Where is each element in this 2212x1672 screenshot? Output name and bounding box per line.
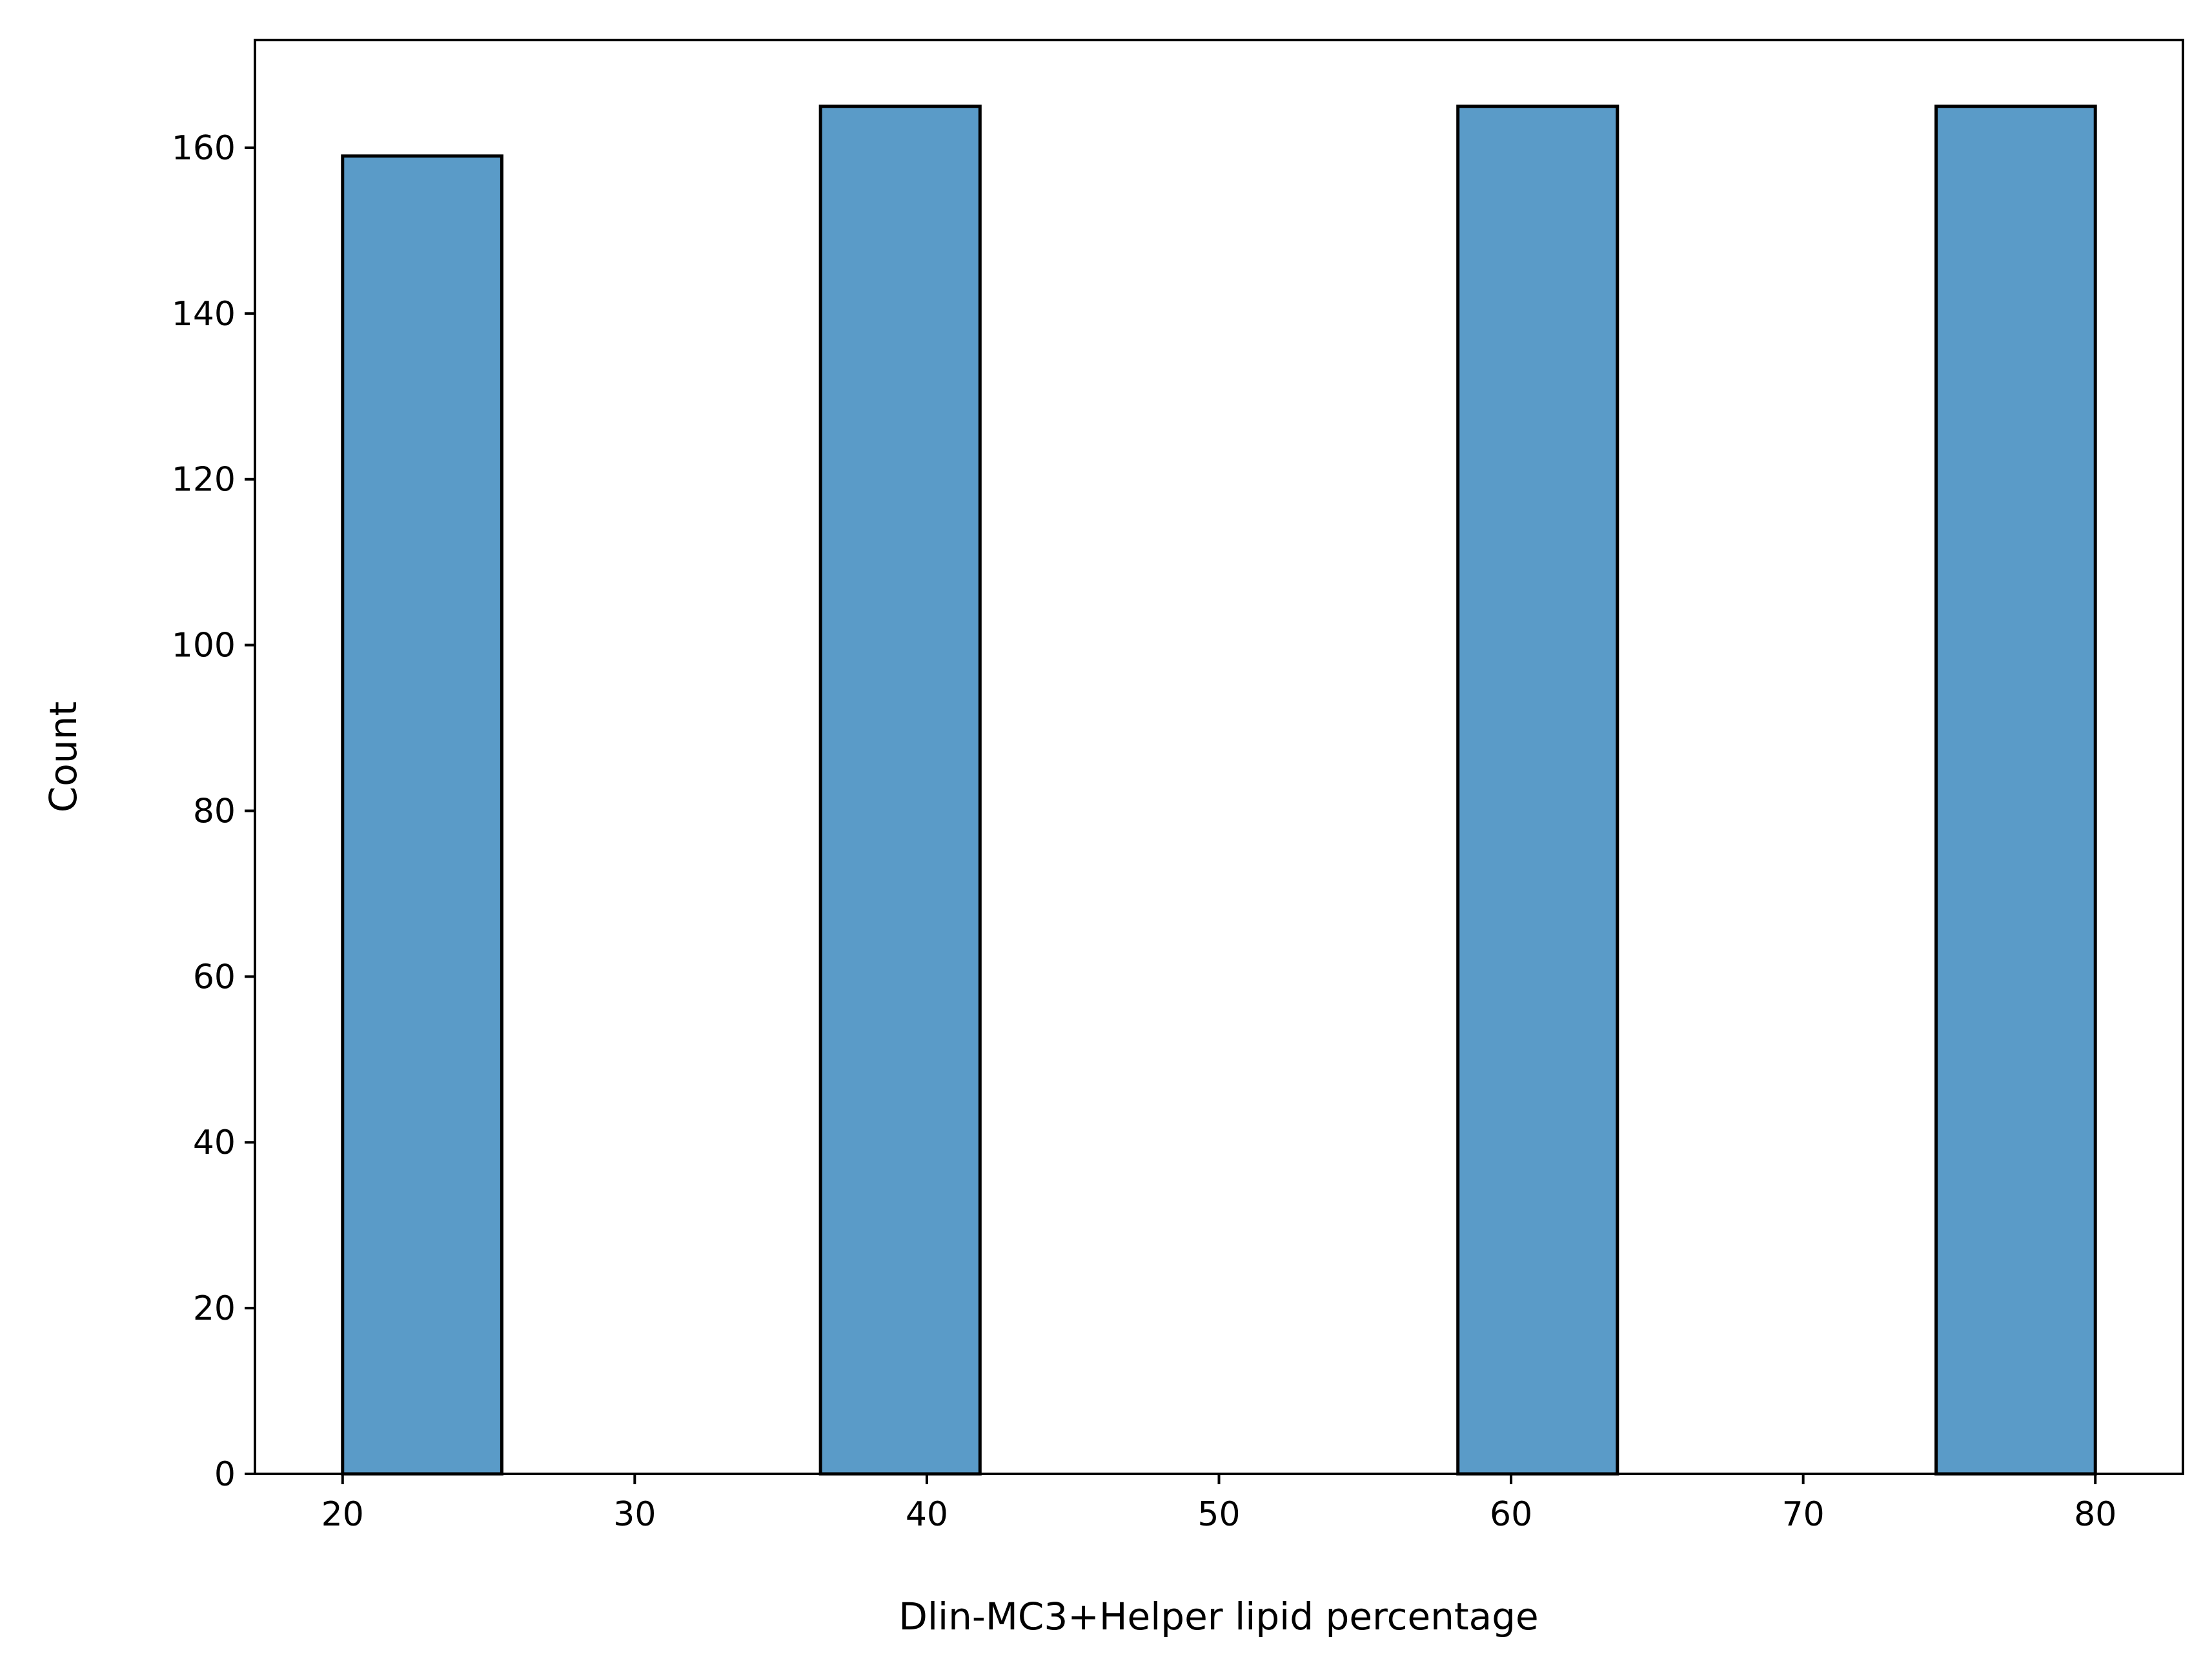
y-tick-label: 100 [172,627,236,665]
x-tick-label: 70 [1782,1495,1825,1534]
y-tick-label: 80 [193,792,236,831]
x-tick-label: 20 [321,1495,364,1534]
histogram-bar-3 [1934,105,2097,1476]
y-tick-label: 0 [214,1455,236,1494]
y-tick-label: 60 [193,958,236,996]
y-axis-title: Count [41,701,85,812]
y-axis-ticks: 0 20 40 60 80 100 120 140 160 [172,129,255,1494]
x-tick-label: 60 [1490,1495,1532,1534]
y-tick-label: 140 [172,295,236,334]
bars [341,105,2097,1476]
y-tick-label: 40 [193,1123,236,1162]
x-tick-label: 50 [1197,1495,1240,1534]
y-tick-label: 120 [172,461,236,499]
x-tick-label: 80 [2074,1495,2116,1534]
x-axis-ticks: 20 30 40 50 60 70 80 [321,1474,2116,1534]
histogram-bar-1 [818,105,982,1476]
histogram-bar-2 [1456,105,1619,1476]
histogram-bar-0 [341,154,503,1476]
x-axis-title: Dlin-MC3+Helper lipid percentage [898,1595,1538,1638]
x-tick-label: 40 [906,1495,948,1534]
y-tick-label: 160 [172,129,236,168]
x-tick-label: 30 [613,1495,656,1534]
y-tick-label: 20 [193,1289,236,1328]
